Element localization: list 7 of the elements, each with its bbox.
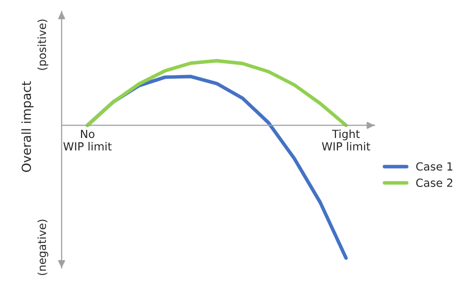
x-tick-label: Tight WIP limit [322, 130, 370, 150]
y-axis-title: Overall impact [21, 81, 34, 172]
x-tick-label: No WIP limit [63, 130, 112, 150]
legend-label: Case 2 [416, 178, 452, 187]
text: (negative) [37, 220, 48, 276]
text: (positive) [37, 20, 48, 70]
legend-label: Case 1 [416, 162, 452, 171]
